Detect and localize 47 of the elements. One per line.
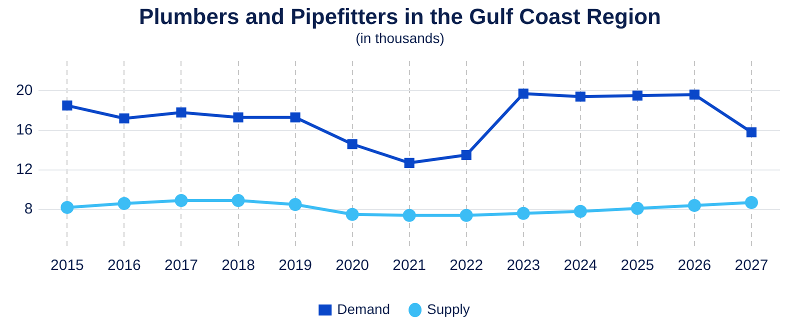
x-tick-label: 2026 [678,257,712,274]
x-tick-label: 2019 [278,257,312,274]
legend-label: Supply [427,300,470,317]
point [402,208,416,222]
x-tick-label: 2024 [564,257,598,274]
point [290,112,300,122]
legend-label: Demand [337,300,390,317]
point [575,92,586,102]
x-tick-label: 2021 [392,257,426,274]
x-tick-label: 2022 [450,257,484,274]
point [233,112,244,122]
point [346,208,359,221]
point [518,88,528,99]
point [174,194,188,208]
x-tick-label: 2027 [734,257,768,274]
point [347,139,358,150]
point [630,202,644,215]
x-tick-label: 2023 [506,257,540,274]
x-tick-label: 2020 [336,257,370,274]
y-tick-label: 12 [16,160,33,178]
point [461,150,472,160]
x-tick-label: 2018 [222,257,255,274]
y-tick-label: 8 [24,200,33,218]
point [119,113,130,124]
x-tick-label: 2015 [50,257,84,274]
point [62,100,72,111]
point [744,196,758,209]
chart-subtitle: (in thousands) [354,30,446,46]
point [574,204,587,218]
point [460,208,473,222]
y-tick-label: 16 [16,121,33,138]
point [688,198,701,212]
point [516,206,530,220]
point [60,200,74,214]
point [232,194,245,208]
chart-title: Plumbers and Pipefitters in the Gulf Coast Region [138,4,662,30]
point [118,196,131,210]
point [746,127,757,138]
x-tick-label: 2016 [108,257,141,274]
point [404,158,414,168]
x-tick-label: 2025 [620,257,654,274]
point [288,198,302,211]
point [689,90,700,100]
point [176,107,186,118]
y-tick-label: 20 [16,82,33,99]
point [632,90,642,101]
x-tick-label: 2017 [164,257,198,274]
